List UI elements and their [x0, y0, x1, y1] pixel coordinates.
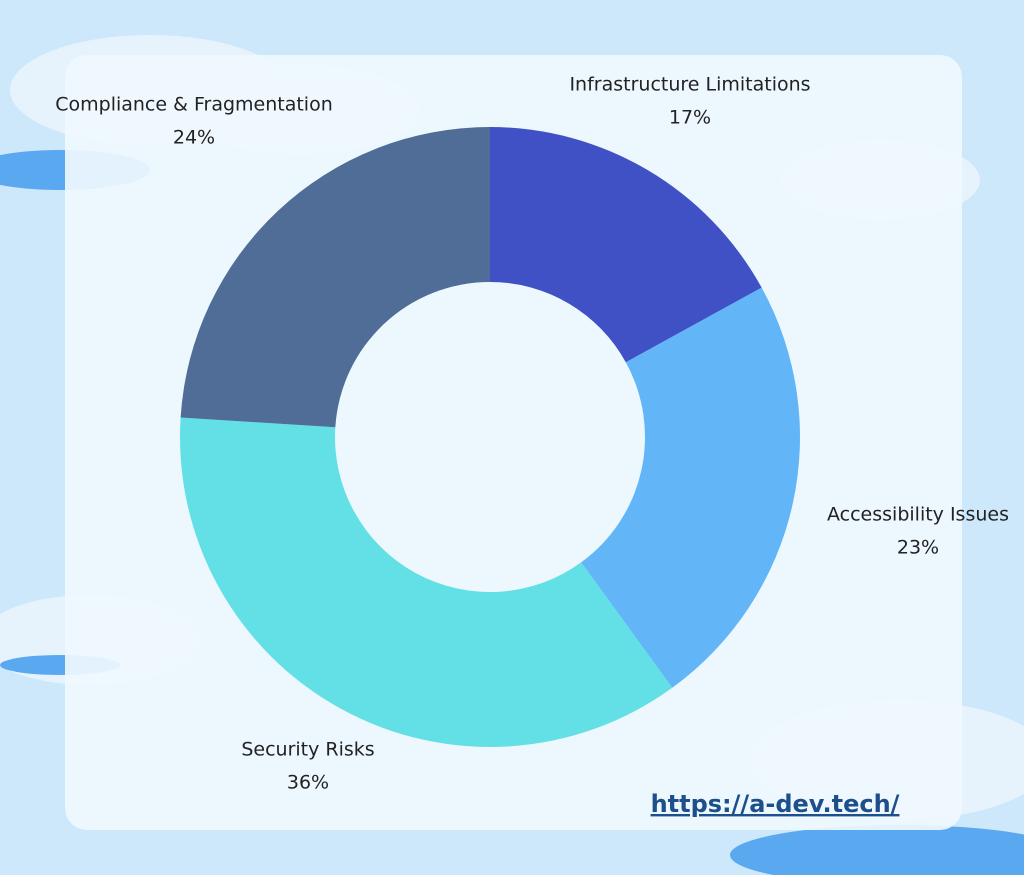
- value-label: 23%: [897, 537, 939, 559]
- slice-label: Infrastructure Limitations: [569, 74, 810, 96]
- donut: [180, 127, 801, 747]
- value-label: 24%: [173, 127, 215, 149]
- slice-label: Compliance & Fragmentation: [55, 94, 333, 116]
- slice-label: Accessibility Issues: [827, 504, 1009, 526]
- source-link[interactable]: https://a-dev.tech/: [651, 790, 900, 818]
- donut-slice: [180, 127, 491, 428]
- value-label: 36%: [287, 772, 329, 794]
- donut-slice: [490, 127, 762, 363]
- slice-label: Security Risks: [241, 739, 374, 761]
- value-label: 17%: [669, 107, 711, 129]
- donut-slice: [581, 287, 801, 688]
- donut-slice: [180, 417, 673, 747]
